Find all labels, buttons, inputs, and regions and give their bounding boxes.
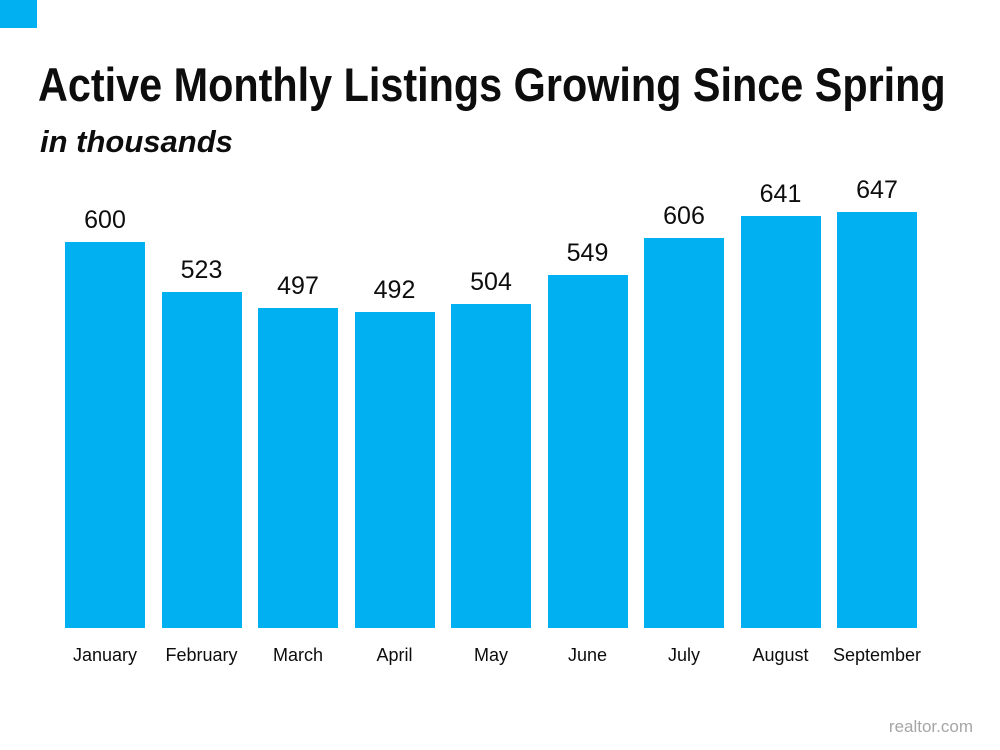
bar-column: 641 August bbox=[740, 182, 821, 664]
bar bbox=[837, 212, 917, 628]
x-axis-label: February bbox=[165, 645, 238, 665]
bar-column: 504 May bbox=[451, 270, 531, 664]
chart-title: Active Monthly Listings Growing Since Sp… bbox=[38, 58, 946, 111]
x-axis-label: September bbox=[832, 645, 922, 665]
x-axis-label: January bbox=[72, 645, 138, 665]
bar-column: 492 April bbox=[354, 278, 435, 664]
bar-value-label: 523 bbox=[180, 256, 223, 284]
bar bbox=[65, 242, 145, 628]
bar-value-label: 600 bbox=[84, 206, 126, 234]
bar-value-label: 492 bbox=[373, 276, 416, 304]
bar bbox=[547, 275, 628, 628]
bar-value-label: 641 bbox=[759, 180, 802, 208]
bar bbox=[740, 216, 821, 628]
chart-subtitle: in thousands bbox=[40, 124, 233, 159]
bar-column: 606 July bbox=[644, 204, 724, 664]
bar-column: 600 January bbox=[65, 208, 145, 664]
bar-value-label: 497 bbox=[277, 272, 319, 300]
accent-square bbox=[0, 0, 37, 28]
bar-column: 549 June bbox=[547, 241, 628, 664]
x-axis-label: May bbox=[473, 645, 509, 665]
bar bbox=[161, 292, 242, 628]
bar bbox=[451, 304, 531, 628]
bar-value-label: 549 bbox=[566, 239, 609, 267]
bar-value-label: 504 bbox=[470, 268, 512, 296]
x-axis-label: June bbox=[567, 645, 608, 665]
bar-value-label: 606 bbox=[663, 202, 705, 230]
bar-column: 647 September bbox=[833, 178, 921, 665]
x-axis-label: August bbox=[752, 645, 809, 665]
bar-value-label: 647 bbox=[856, 176, 898, 204]
source-credit: realtor.com bbox=[888, 717, 973, 736]
bar bbox=[644, 238, 724, 628]
x-axis-label: July bbox=[667, 645, 701, 665]
x-axis-label: March bbox=[272, 645, 324, 665]
bar-column: 497 March bbox=[258, 274, 338, 664]
bar bbox=[354, 312, 435, 628]
x-axis-label: April bbox=[376, 645, 413, 665]
bar bbox=[258, 308, 338, 628]
bar-column: 523 February bbox=[161, 258, 242, 664]
